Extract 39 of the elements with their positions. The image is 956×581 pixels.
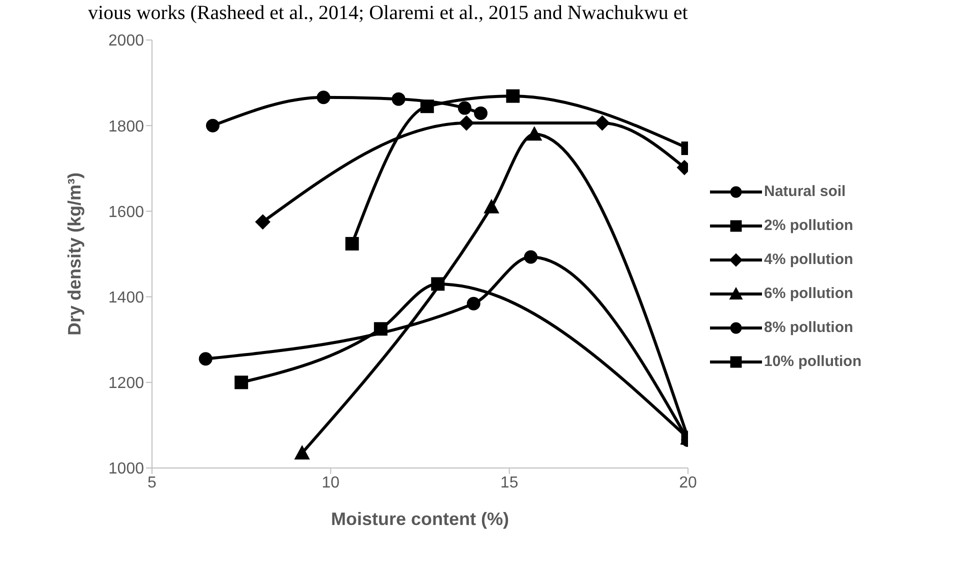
point (345, 236, 359, 250)
legend-label: 4% pollution (764, 251, 854, 268)
y-tick-label: 2000 (108, 32, 144, 50)
legend-label: 10% pollution (764, 353, 862, 370)
point (484, 199, 499, 214)
point (458, 101, 472, 115)
y-tick-label: 1000 (108, 460, 144, 478)
text: vious works (Rasheed et al., 2014; Olaremi et al., 2015 and Nwachukwu et (88, 2, 688, 25)
point (466, 296, 480, 310)
point (594, 116, 610, 131)
point (294, 446, 310, 460)
x-tick-label: 20 (679, 474, 697, 492)
legend-label: 2% pollution (764, 217, 854, 234)
x-tick-label: 10 (322, 474, 340, 492)
legend-label: Natural soil (764, 183, 846, 200)
point (316, 90, 330, 104)
point (458, 116, 474, 131)
point (506, 89, 520, 103)
x-axis-title: Moisture content (%) (331, 508, 509, 529)
y-axis-title: Dry density (kg/m³) (64, 172, 84, 336)
x-tick-label: 15 (500, 474, 518, 492)
point (526, 126, 542, 141)
point (234, 376, 248, 390)
point (431, 277, 445, 291)
legend-label: 8% pollution (764, 319, 854, 336)
point (392, 92, 406, 106)
point (198, 352, 212, 366)
point (374, 322, 388, 336)
point (420, 100, 434, 114)
y-tick-label: 1200 (108, 375, 144, 392)
point (206, 118, 220, 132)
point (524, 250, 538, 264)
y-tick-label: 1400 (108, 289, 144, 306)
y-tick-label: 1800 (108, 118, 144, 136)
legend-label: 6% pollution (764, 285, 854, 302)
point (255, 214, 270, 230)
y-tick-label: 1600 (108, 204, 144, 221)
point (474, 106, 488, 120)
x-tick-label: 5 (148, 474, 157, 492)
